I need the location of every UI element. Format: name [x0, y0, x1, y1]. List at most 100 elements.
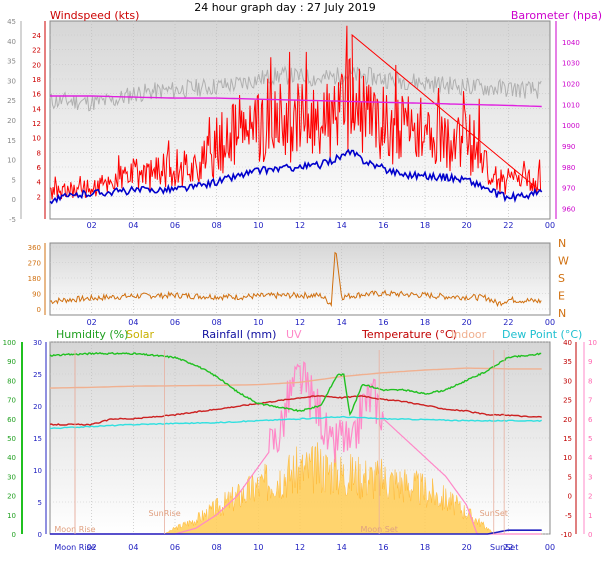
x-tick-label: 00 [545, 318, 555, 327]
tick-label: 960 [562, 206, 575, 214]
x-tick-label: 22 [503, 221, 513, 230]
x-tick-label: 02 [87, 543, 97, 552]
tick-label: 4 [37, 179, 42, 187]
x-tick-label: 08 [212, 318, 222, 327]
tick-label: -10 [561, 531, 572, 539]
tick-label: 1010 [562, 101, 580, 109]
tick-label: 40 [7, 38, 16, 46]
wind-barometer-panel: Windspeed (kts) Barometer (hpa) -5 0 5 10 15… [7, 9, 602, 230]
x-tick-label: 16 [378, 221, 388, 230]
tick-label: 60 [7, 416, 16, 424]
tick-label: 30 [7, 77, 16, 85]
wind-direction-line [49, 251, 542, 308]
tick-label: 18 [32, 76, 41, 84]
tick-label: 10 [33, 467, 42, 475]
tick-label: 10 [563, 454, 572, 462]
dewpoint-line [49, 415, 543, 430]
tick-label: 25 [7, 97, 16, 105]
blue-series-line [49, 148, 543, 205]
tick-label: 30 [7, 473, 16, 481]
x-tick-label: 18 [420, 543, 430, 552]
direction-label: W [558, 255, 569, 268]
tick-label: -5 [9, 216, 16, 224]
tick-label: 270 [28, 260, 41, 268]
tick-label: 2 [37, 193, 41, 201]
tick-label: 12 [32, 120, 41, 128]
tick-label: 9 [588, 358, 592, 366]
tick-label: 3 [588, 473, 592, 481]
temperature-line [49, 395, 542, 426]
tick-label: 10 [32, 135, 41, 143]
rainfall-title: Rainfall (mm) [202, 328, 276, 341]
event-label: SunRise [149, 509, 181, 518]
tick-label: 80 [7, 377, 16, 385]
tick-label: 25 [33, 371, 42, 379]
x-tick-label: 06 [170, 221, 180, 230]
event-label: Moon Set [360, 525, 397, 534]
tick-label: 6 [588, 416, 593, 424]
tick-label: 16 [32, 91, 41, 99]
tick-label: 0 [588, 531, 592, 539]
tick-label: 980 [562, 164, 575, 172]
x-tick-label: 04 [128, 221, 138, 230]
tick-label: 1 [588, 512, 592, 520]
windspeed-title: Windspeed (kts) [50, 9, 139, 22]
tick-label: 5 [568, 473, 572, 481]
x-tick-label: 10 [253, 318, 263, 327]
x-tick-label: 22 [503, 318, 513, 327]
x-tick-label: 00 [545, 221, 555, 230]
x-tick-label: 20 [462, 543, 472, 552]
tick-label: 10 [588, 339, 597, 347]
x-tick-label: 10 [253, 221, 263, 230]
tick-label: 0 [568, 493, 572, 501]
tick-label: 20 [563, 416, 572, 424]
tick-label: 1030 [562, 60, 580, 68]
tick-label: 15 [33, 435, 42, 443]
tick-label: 360 [28, 244, 41, 252]
indoor-title: Indoor [451, 328, 487, 341]
tick-label: 40 [563, 339, 572, 347]
tick-label: 24 [32, 32, 41, 40]
tick-label: 70 [7, 397, 16, 405]
x-tick-label: 00 [545, 543, 555, 552]
x-tick-label: 02 [87, 221, 97, 230]
indoor-line [49, 367, 542, 389]
x-tick-label: 04 [128, 543, 138, 552]
tick-label: 40 [7, 454, 16, 462]
humidity-temperature-panel: Humidity (%) Solar Rainfall (mm) UV Temp… [3, 328, 597, 552]
x-tick-label: 18 [420, 221, 430, 230]
humidity-title: Humidity (%) [56, 328, 128, 341]
x-tick-label: 08 [212, 221, 222, 230]
red-series-line [49, 25, 542, 200]
tick-label: 50 [7, 435, 16, 443]
tick-label: 5 [12, 176, 16, 184]
tick-label: 35 [7, 58, 16, 66]
tick-label: 180 [28, 275, 41, 283]
tick-label: 970 [562, 185, 575, 193]
solar-title: Solar [126, 328, 155, 341]
x-tick-label: 20 [462, 221, 472, 230]
tick-label: 8 [588, 377, 592, 385]
tick-label: 4 [588, 454, 593, 462]
tick-label: 1000 [562, 122, 580, 130]
direction-label: S [558, 272, 565, 285]
tick-label: 20 [7, 493, 16, 501]
tick-label: -5 [565, 512, 572, 520]
tick-label: 10 [7, 512, 16, 520]
tick-label: 90 [7, 358, 16, 366]
x-tick-label: 16 [378, 318, 388, 327]
tick-label: 25 [563, 397, 572, 405]
tick-label: 30 [33, 339, 42, 347]
tick-label: 990 [562, 143, 575, 151]
barometer-title: Barometer (hpa) [511, 9, 602, 22]
tick-label: 20 [7, 117, 16, 125]
x-tick-label: 18 [420, 318, 430, 327]
x-tick-label: 04 [128, 318, 138, 327]
tick-label: 14 [32, 105, 41, 113]
tick-label: 2 [588, 493, 592, 501]
direction-label: N [558, 237, 566, 250]
event-label: Moon Rise [54, 525, 95, 534]
tick-label: 6 [37, 164, 42, 172]
